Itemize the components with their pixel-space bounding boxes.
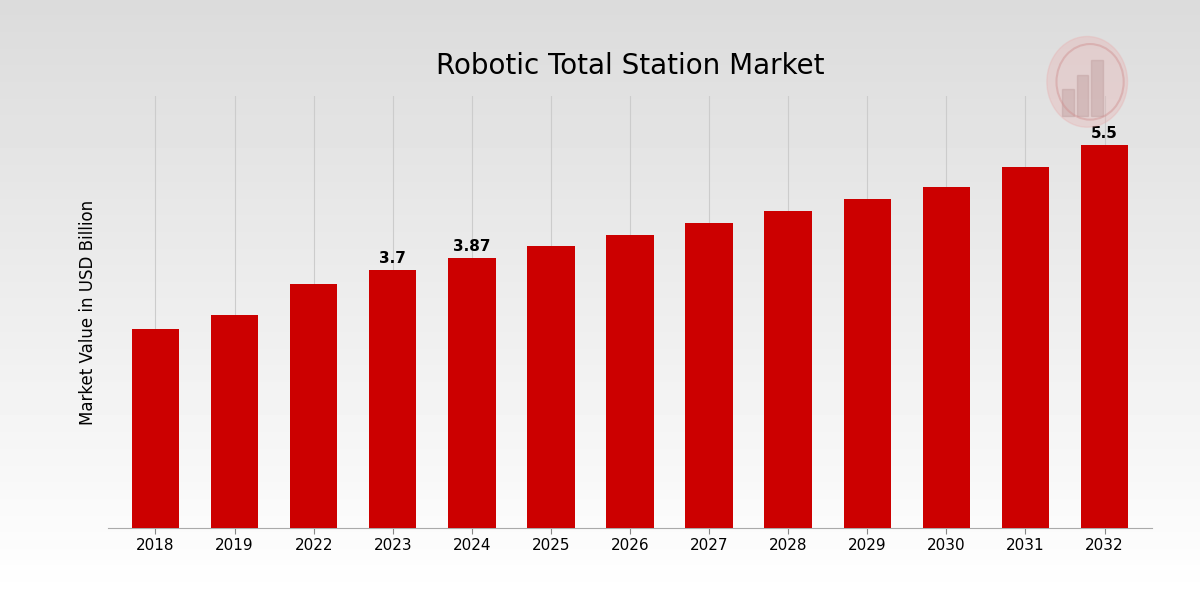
- Bar: [290, 284, 337, 528]
- Bar: [923, 187, 970, 528]
- Circle shape: [1046, 37, 1128, 127]
- Text: 3.7: 3.7: [379, 251, 406, 266]
- Bar: [132, 329, 179, 528]
- Bar: [211, 316, 258, 528]
- Bar: [370, 270, 416, 528]
- FancyBboxPatch shape: [1091, 60, 1103, 116]
- Bar: [685, 223, 733, 528]
- Bar: [527, 246, 575, 528]
- Bar: [448, 259, 496, 528]
- Text: 5.5: 5.5: [1091, 125, 1118, 140]
- Y-axis label: Market Value in USD Billion: Market Value in USD Billion: [79, 199, 97, 425]
- Bar: [1002, 167, 1049, 528]
- Bar: [844, 199, 890, 528]
- FancyBboxPatch shape: [1076, 76, 1088, 116]
- FancyBboxPatch shape: [1062, 89, 1074, 116]
- Text: 3.87: 3.87: [454, 239, 491, 254]
- Bar: [606, 235, 654, 528]
- Bar: [764, 211, 812, 528]
- Title: Robotic Total Station Market: Robotic Total Station Market: [436, 52, 824, 80]
- Bar: [1081, 145, 1128, 528]
